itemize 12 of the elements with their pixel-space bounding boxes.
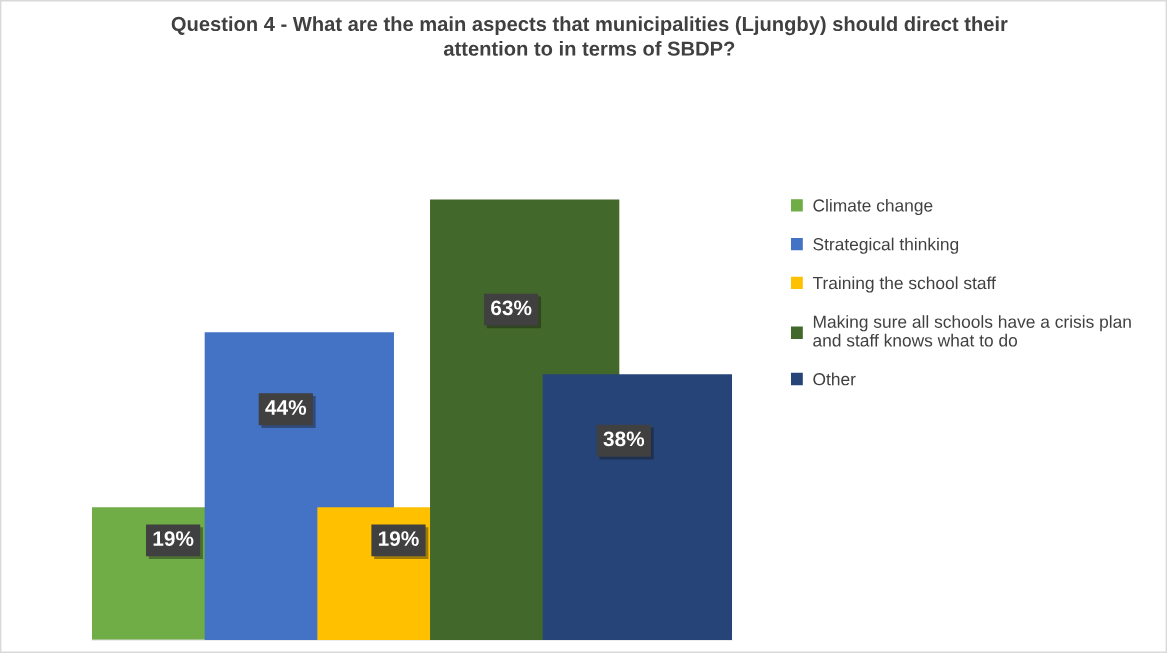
legend-label: Making sure all schools have a crisis plan and staff knows what to do (813, 315, 1131, 347)
data-label: 38% (603, 431, 645, 447)
bar (542, 374, 732, 640)
legend-label: Training the school staff (812, 276, 996, 293)
data-label: 19% (153, 531, 194, 546)
legend-label: Climate change (813, 198, 933, 216)
legend-label: Other (813, 372, 856, 386)
chart-title: Question 4 - What are the main aspects that municipalities (Ljungby) should direct their attention to in terms of SBDP? (171, 16, 1008, 56)
data-label: 44% (265, 400, 307, 415)
legend-label: Strategical thinking (813, 237, 959, 254)
data-label: 19% (378, 531, 419, 546)
data-label: 63% (491, 300, 532, 316)
